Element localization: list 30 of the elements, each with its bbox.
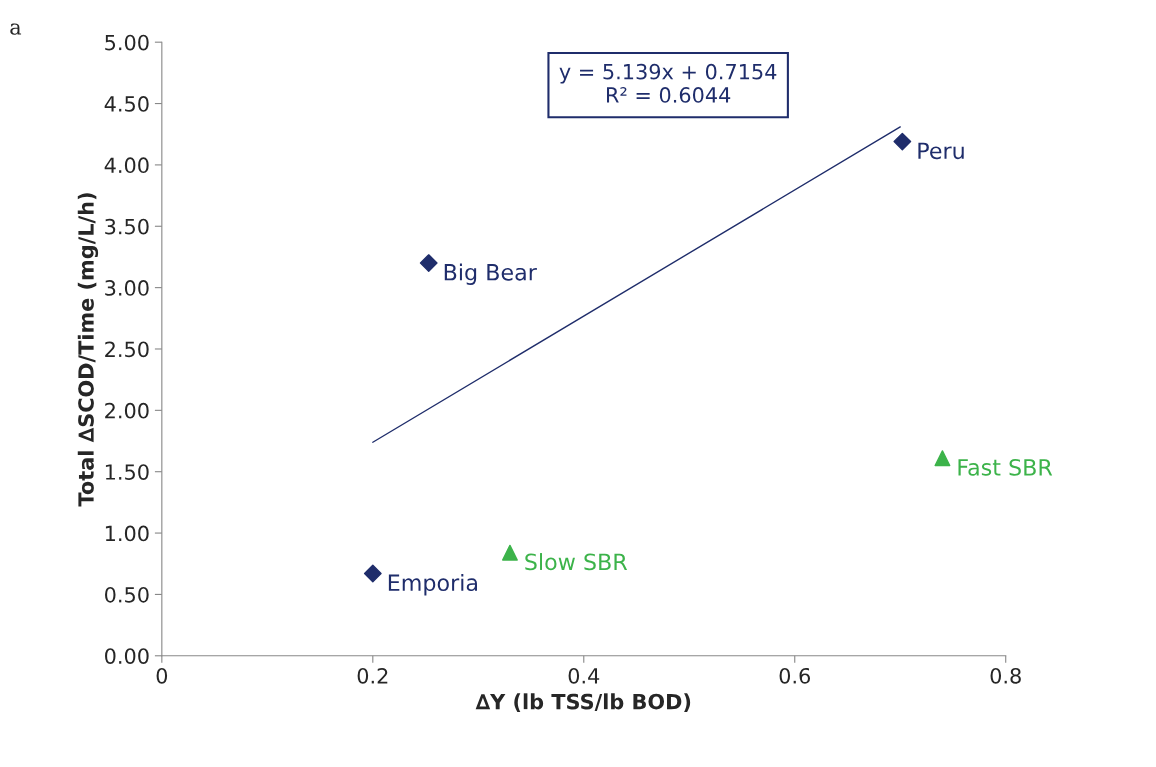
annotation: Peru: [918, 142, 964, 160]
point: [419, 254, 438, 272]
y-tick-label: 2.00: [105, 402, 149, 419]
point: [934, 450, 951, 467]
y-tick-label: 1.00: [105, 525, 149, 542]
y-tick-label: 5.00: [105, 34, 149, 51]
annotation: y = 5.139x + 0.7154 R² = 0.6044: [559, 63, 777, 103]
y-tick-label: 1.50: [105, 464, 149, 480]
annotation: Emporia: [388, 573, 477, 596]
y-tick-label: 4.50: [104, 96, 149, 112]
y-tick-label: 0.50: [105, 586, 149, 603]
y-tick-label: 0.00: [105, 648, 149, 664]
annotation: Fast SBR: [958, 458, 1053, 476]
x-axis-title: ∆Y (lb TSS/lb BOD): [475, 693, 691, 712]
x-tick-label: 0.8: [990, 667, 1021, 684]
y-tick-label: 4.00: [104, 157, 149, 174]
y-axis-title: Total ∆SCOD/Time (mg/L/h): [77, 193, 99, 507]
annotation: Slow SBR: [525, 553, 628, 571]
x-tick-label: 0: [156, 667, 168, 684]
y-tick-label: 3.50: [105, 218, 149, 235]
annotation: Big Bear: [444, 263, 537, 285]
x-tick-label: 0.2: [357, 667, 388, 684]
point: [893, 132, 912, 151]
text: a: [10, 23, 22, 35]
point: [363, 564, 382, 583]
y-tick-label: 2.50: [105, 341, 149, 358]
y-tick-label: 3.00: [105, 280, 149, 296]
x-tick-label: 0.6: [779, 667, 810, 684]
x-tick-label: 0.4: [568, 667, 600, 684]
point: [501, 544, 518, 561]
